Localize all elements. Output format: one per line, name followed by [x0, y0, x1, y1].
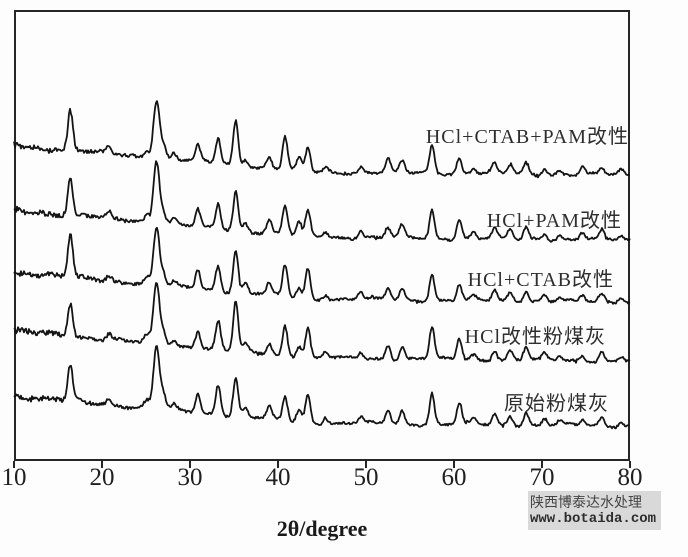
xrd-trace-0 [13, 100, 631, 179]
plot-border [14, 10, 630, 461]
x-tick-label: 30 [177, 464, 203, 491]
watermark: 陕西博泰达水处理 www.botaida.com [528, 491, 661, 530]
x-axis-title: 2θ/degree [276, 516, 368, 541]
series-label-hcl-ctab-pam: HCl+CTAB+PAM改性 [425, 126, 629, 148]
watermark-company: 陕西博泰达水处理 [530, 493, 642, 510]
xrd-trace-3 [13, 282, 631, 364]
watermark-url: www.botaida.com [530, 510, 657, 527]
series-label-hcl-ctab: HCl+CTAB改性 [467, 269, 614, 291]
x-tick-label: 10 [1, 464, 27, 491]
series-label-hcl-pam: HCl+PAM改性 [486, 210, 622, 232]
xrd-trace-4 [13, 345, 630, 430]
x-tick-label: 60 [441, 464, 467, 491]
x-tick-label: 20 [89, 464, 115, 491]
x-tick-label: 80 [617, 464, 643, 491]
series-label-raw-flyash: 原始粉煤灰 [504, 393, 609, 415]
x-tick-label: 50 [353, 464, 379, 491]
xrd-trace-2 [13, 226, 631, 305]
x-tick-label: 70 [529, 464, 555, 491]
xrd-trace-1 [13, 160, 631, 243]
x-tick-label: 40 [265, 464, 291, 491]
series-label-hcl-flyash: HCl改性粉煤灰 [464, 326, 606, 348]
